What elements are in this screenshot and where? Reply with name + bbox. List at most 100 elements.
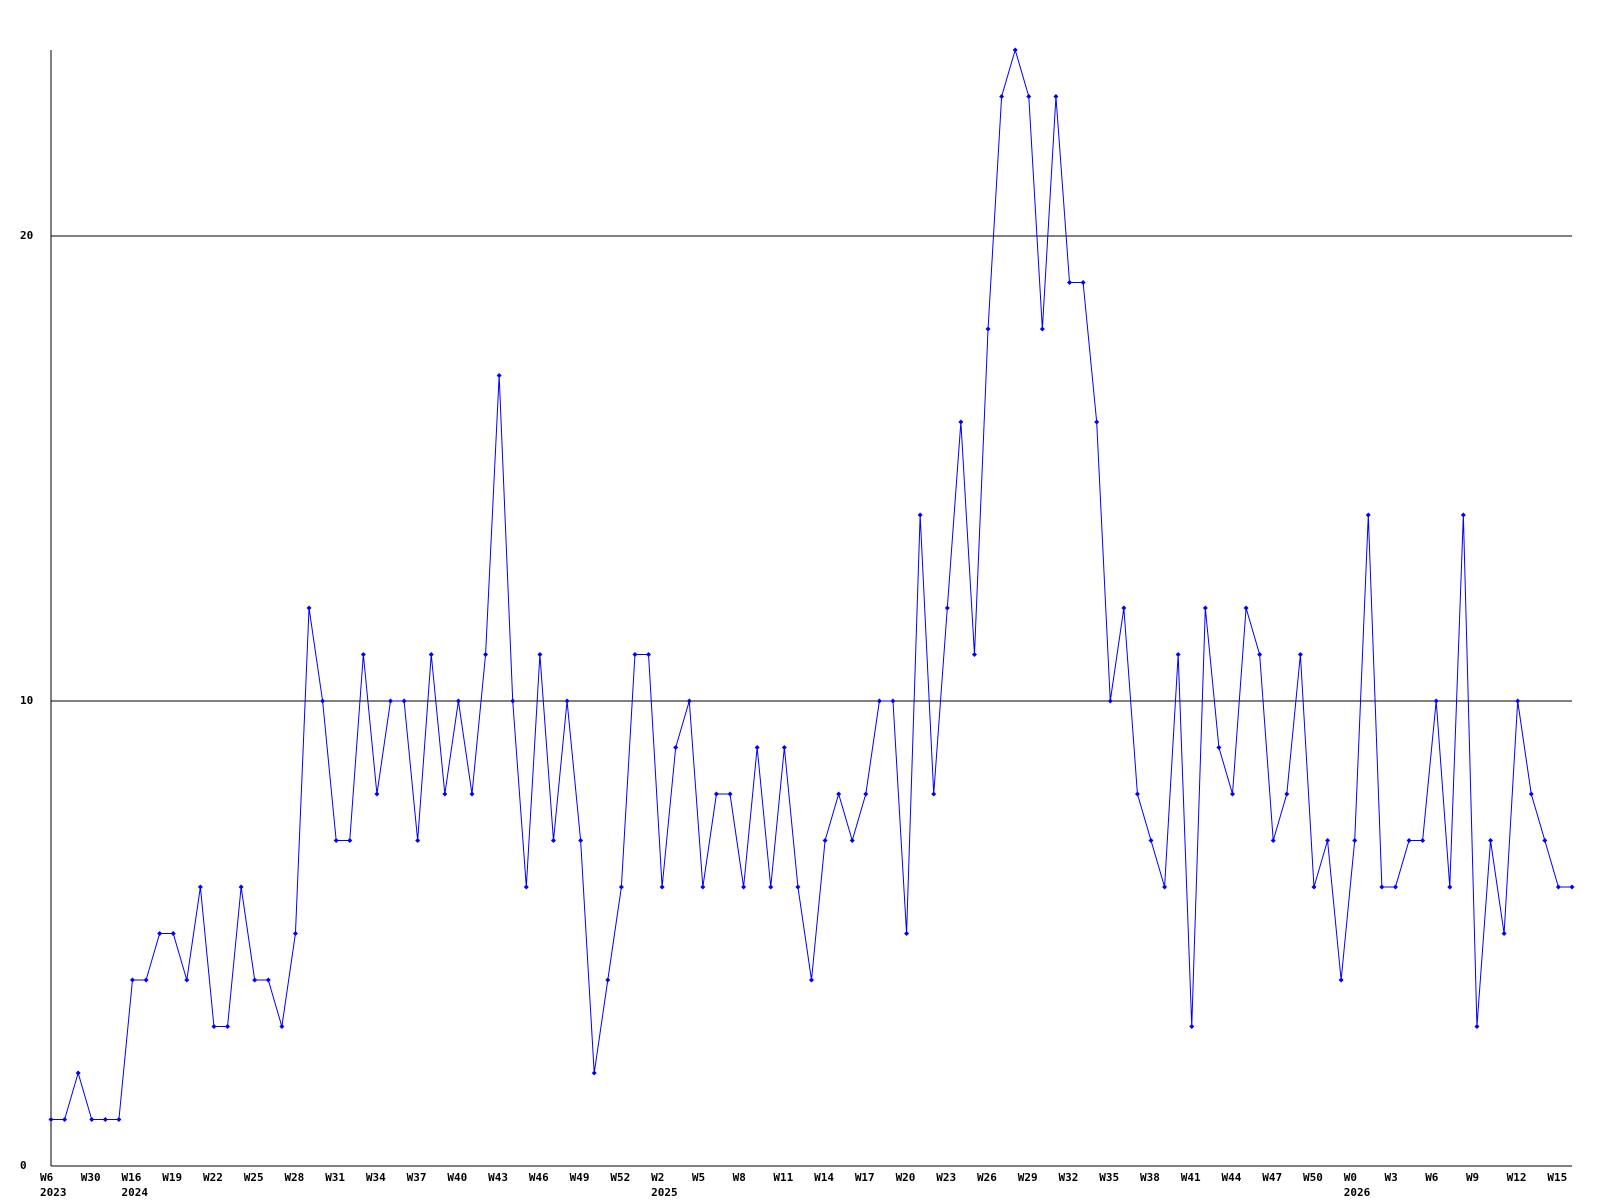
data-point [1175,652,1181,657]
data-point [143,977,149,983]
data-point [1528,791,1534,797]
x-tick-label: W31 [325,1171,345,1184]
data-point [252,977,258,983]
data-point [1039,326,1045,332]
x-year-label: 2026 [1344,1186,1371,1199]
x-tick-label: W46 [529,1171,549,1184]
x-year-label: 2024 [121,1186,148,1199]
data-point [1284,791,1290,797]
x-tick-label: W35 [1099,1171,1119,1184]
data-point [102,1117,108,1122]
x-tick-label: W47 [1262,1171,1282,1184]
x-tick-label: W15 [1547,1171,1567,1184]
x-tick-label: W17 [855,1171,875,1184]
data-point [1107,698,1113,704]
data-point [578,838,584,843]
data-point [428,652,434,657]
x-tick-label: W3 [1384,1171,1397,1184]
x-tick-label: W11 [773,1171,793,1184]
data-point [374,791,380,797]
data-point [741,884,747,890]
x-tick-label: W22 [203,1171,223,1184]
x-tick-label: W5 [692,1171,705,1184]
data-point [1569,884,1575,890]
data-point [415,838,421,843]
data-point [931,791,937,797]
data-point [442,791,448,797]
data-point [727,791,733,797]
data-point [1311,884,1317,890]
x-tick-label: W0 [1344,1171,1357,1184]
data-point [469,791,475,797]
data-point [1542,838,1548,843]
data-point [292,931,298,936]
data-point [904,931,910,936]
x-tick-label: W29 [1018,1171,1038,1184]
data-point [700,884,706,890]
data-point [75,1070,81,1076]
data-point [686,698,692,704]
data-point [265,977,271,983]
data-point [279,1024,285,1029]
x-tick-label: W14 [814,1171,834,1184]
data-point [1515,698,1521,704]
data-point [157,931,163,936]
data-point [795,884,801,890]
x-tick-label: W25 [244,1171,264,1184]
x-tick-label: W26 [977,1171,997,1184]
data-point [48,1117,54,1122]
data-point [1094,419,1100,425]
data-point [360,652,366,657]
data-point [320,698,326,704]
data-point [347,838,353,843]
data-point [1433,698,1439,704]
data-point [673,745,679,750]
data-point [306,605,312,611]
x-tick-label: W43 [488,1171,508,1184]
data-point [116,1117,122,1122]
x-tick-label: W52 [610,1171,630,1184]
data-point [1080,280,1086,285]
data-point [632,652,638,657]
data-point [496,373,502,378]
data-point [1297,652,1303,657]
x-tick-label: W6 [1425,1171,1439,1184]
data-point [1053,94,1059,99]
data-point [211,1024,217,1029]
data-point [618,884,624,890]
data-point [1488,838,1494,843]
data-point [944,605,950,611]
x-tick-label: W9 [1466,1171,1479,1184]
data-point [605,977,611,983]
data-point [1338,977,1344,983]
data-point [1501,931,1507,936]
data-point [1148,838,1154,843]
data-point [863,791,869,797]
data-point [1067,280,1073,285]
data-point [876,698,882,704]
data-point [1026,94,1032,99]
data-point [170,931,176,936]
data-point [1162,884,1168,890]
x-tick-label: W44 [1221,1171,1241,1184]
x-tick-label: W41 [1181,1171,1201,1184]
data-point [1202,605,1208,611]
x-tick-label: W2 [651,1171,664,1184]
x-tick-label: W28 [284,1171,304,1184]
data-point [1134,791,1140,797]
x-tick-label: W6 [40,1171,54,1184]
data-point [1460,512,1466,518]
data-point [401,698,407,704]
x-year-label: 2023 [40,1186,67,1199]
data-point [809,977,814,983]
data-point [1257,652,1263,657]
x-tick-label: W49 [570,1171,590,1184]
data-point [1325,838,1331,843]
data-point [1379,884,1385,890]
data-point [483,652,489,657]
data-point [1392,884,1398,890]
data-point [754,745,760,750]
data-point [1229,791,1235,797]
y-tick-label: 0 [20,1159,27,1172]
